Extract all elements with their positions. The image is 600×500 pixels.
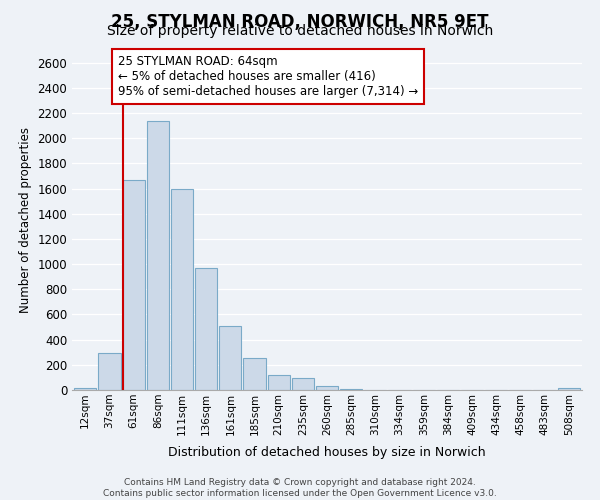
Bar (74, 388, 97, 390)
Bar (122, 180, 145, 390)
X-axis label: Distribution of detached houses by size in Norwich: Distribution of detached houses by size … (168, 446, 486, 459)
Text: Contains HM Land Registry data © Crown copyright and database right 2024.
Contai: Contains HM Land Registry data © Crown c… (103, 478, 497, 498)
Text: Size of property relative to detached houses in Norwich: Size of property relative to detached ho… (107, 24, 493, 38)
Bar (268, 375, 290, 390)
Bar (292, 378, 314, 390)
Bar (219, 326, 241, 390)
Bar (557, 388, 580, 390)
Text: 25, STYLMAN ROAD, NORWICH, NR5 9ET: 25, STYLMAN ROAD, NORWICH, NR5 9ET (111, 12, 489, 30)
Bar (171, 188, 193, 390)
Bar (244, 358, 266, 390)
Y-axis label: Number of detached properties: Number of detached properties (19, 127, 32, 313)
Bar (98, 353, 121, 390)
Bar (195, 268, 217, 390)
Bar (316, 386, 338, 390)
Bar (146, 120, 169, 390)
Text: 25 STYLMAN ROAD: 64sqm
← 5% of detached houses are smaller (416)
95% of semi-det: 25 STYLMAN ROAD: 64sqm ← 5% of detached … (118, 55, 418, 98)
